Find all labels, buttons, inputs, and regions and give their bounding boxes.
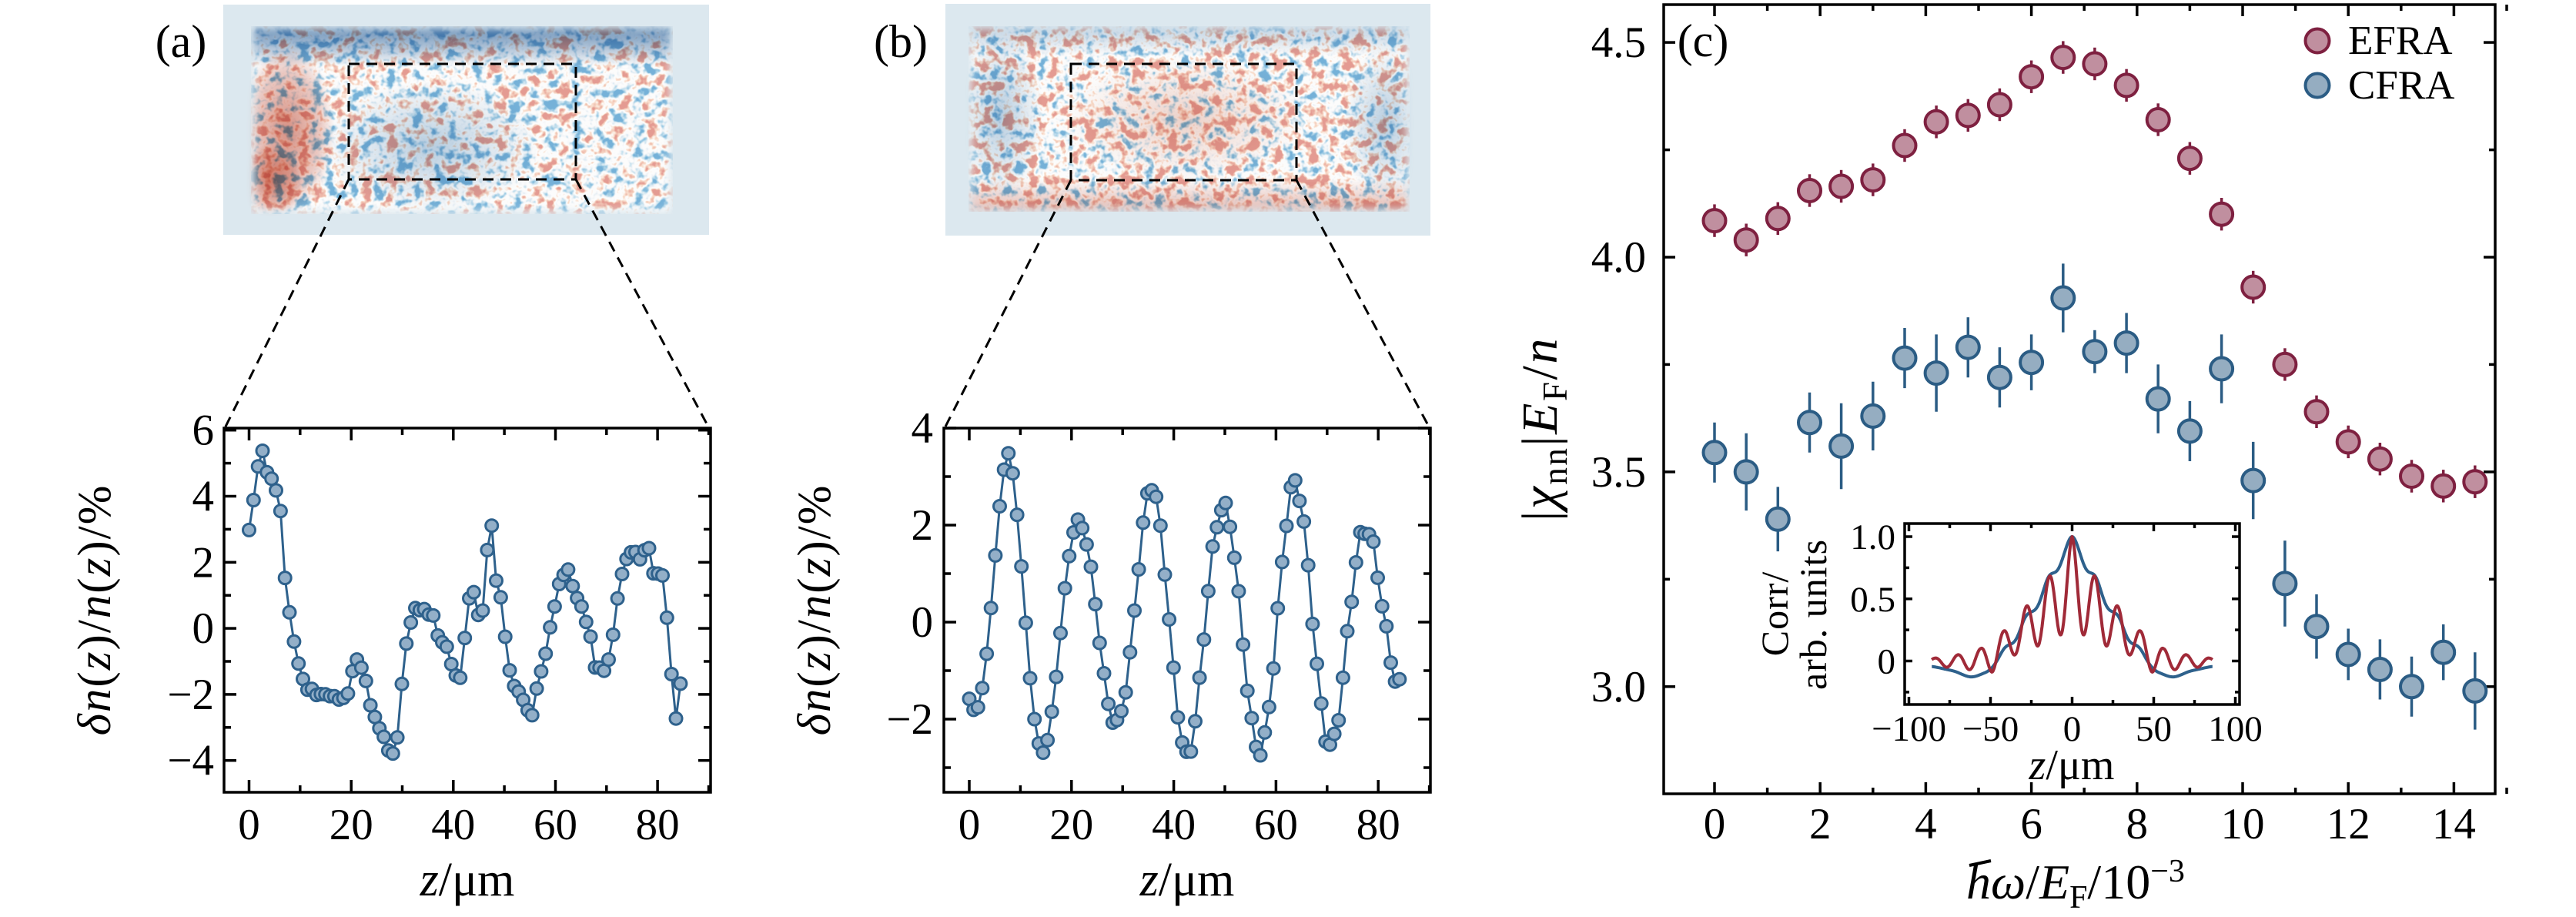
svg-text:2: 2 bbox=[912, 501, 934, 550]
svg-text:−100: −100 bbox=[1872, 709, 1946, 749]
svg-text:δn(z)/n(z)/%: δn(z)/n(z)/% bbox=[789, 484, 841, 736]
svg-text:2: 2 bbox=[1809, 800, 1832, 848]
svg-text:60: 60 bbox=[534, 801, 577, 849]
svg-text:80: 80 bbox=[1357, 801, 1400, 849]
svg-text:Corr/: Corr/ bbox=[1753, 571, 1796, 657]
svg-text:0: 0 bbox=[1878, 642, 1896, 682]
svg-text:CFRA: CFRA bbox=[2348, 63, 2454, 108]
svg-text:0: 0 bbox=[1704, 800, 1726, 848]
svg-text:40: 40 bbox=[1152, 801, 1196, 849]
svg-text:12: 12 bbox=[2327, 800, 2370, 848]
svg-text:10: 10 bbox=[2221, 800, 2265, 848]
svg-text:0: 0 bbox=[238, 801, 260, 849]
svg-text:|χnn|EF/n: |χnn|EF/n bbox=[1512, 336, 1574, 521]
svg-text:0: 0 bbox=[2063, 709, 2082, 749]
svg-text:(c): (c) bbox=[1678, 15, 1729, 66]
svg-text:4: 4 bbox=[1915, 800, 1937, 848]
svg-text:arb. units: arb. units bbox=[1791, 539, 1835, 690]
svg-text:6: 6 bbox=[2020, 800, 2042, 848]
svg-text:EFRA: EFRA bbox=[2348, 18, 2452, 63]
svg-text:20: 20 bbox=[330, 801, 373, 849]
svg-text:1.0: 1.0 bbox=[1850, 517, 1895, 557]
svg-text:40: 40 bbox=[431, 801, 475, 849]
svg-text:−4: −4 bbox=[167, 737, 214, 785]
svg-text:z/μm: z/μm bbox=[1139, 854, 1235, 906]
svg-text:(b): (b) bbox=[874, 16, 928, 67]
svg-text:60: 60 bbox=[1254, 801, 1298, 849]
svg-text:80: 80 bbox=[636, 801, 680, 849]
svg-text:8: 8 bbox=[2126, 800, 2149, 848]
svg-text:50: 50 bbox=[2136, 709, 2172, 749]
svg-text:0: 0 bbox=[958, 801, 981, 849]
svg-text:4: 4 bbox=[912, 404, 934, 453]
svg-text:4.5: 4.5 bbox=[1591, 18, 1646, 67]
svg-text:20: 20 bbox=[1049, 801, 1093, 849]
svg-text:z/μm: z/μm bbox=[2029, 741, 2115, 789]
svg-text:0.5: 0.5 bbox=[1850, 580, 1895, 620]
svg-text:14: 14 bbox=[2432, 800, 2476, 848]
svg-text:−2: −2 bbox=[886, 695, 933, 744]
svg-text:100: 100 bbox=[2208, 709, 2263, 749]
svg-text:0: 0 bbox=[912, 598, 934, 647]
svg-text:0: 0 bbox=[192, 604, 215, 653]
svg-text:6: 6 bbox=[192, 407, 215, 455]
svg-text:(a): (a) bbox=[156, 16, 207, 67]
svg-text:2: 2 bbox=[192, 538, 215, 587]
svg-text:3.5: 3.5 bbox=[1591, 448, 1646, 497]
svg-text:δn(z)/n(z)/%: δn(z)/n(z)/% bbox=[69, 484, 121, 736]
svg-text:4: 4 bbox=[192, 473, 215, 521]
svg-text:z/μm: z/μm bbox=[420, 854, 515, 906]
svg-text:3.0: 3.0 bbox=[1591, 663, 1646, 711]
svg-text:−2: −2 bbox=[167, 671, 214, 719]
svg-text:4.0: 4.0 bbox=[1591, 233, 1646, 282]
svg-text:−50: −50 bbox=[1962, 709, 2019, 749]
